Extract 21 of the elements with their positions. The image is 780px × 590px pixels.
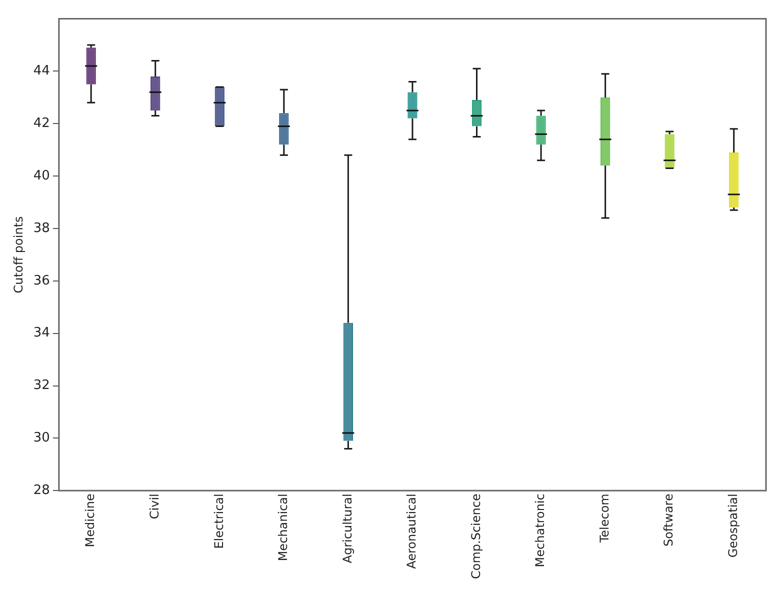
x-tick-label: Civil: [147, 494, 162, 520]
x-tick-label: Medicine: [83, 494, 98, 548]
y-tick-label: 38: [33, 220, 50, 236]
y-tick-label: 28: [33, 483, 50, 498]
y-tick-label: 44: [33, 64, 50, 79]
x-tick-label: Agricultural: [340, 494, 354, 564]
y-tick-label: 34: [33, 326, 50, 341]
y-axis-title: Cutoff points: [11, 216, 26, 294]
x-tick-label: Aeronautical: [404, 494, 419, 569]
x-tick-label: Electrical: [212, 494, 226, 549]
y-tick-label: 32: [33, 378, 50, 394]
x-tick-label: Mechanical: [276, 494, 290, 562]
y-tick-label: 40: [33, 168, 50, 184]
x-tick-label: Mechatronic: [533, 494, 548, 568]
x-tick-label: Comp.Science: [468, 494, 483, 579]
y-tick-label: 30: [33, 430, 50, 446]
x-tick-label: Telecom: [597, 494, 612, 544]
y-tick-label: 42: [33, 116, 50, 132]
x-tick-label: Geospatial: [726, 494, 740, 558]
y-tick-label: 36: [33, 273, 50, 288]
x-tick-label: Software: [662, 494, 676, 547]
